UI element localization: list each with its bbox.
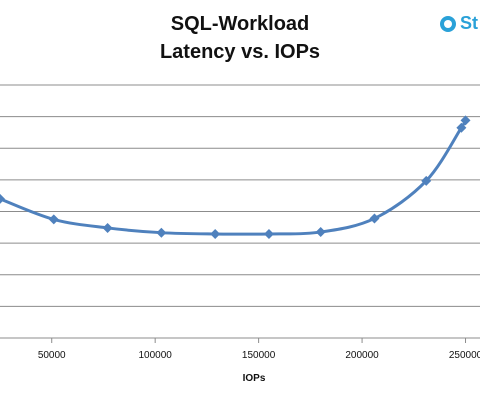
data-point-marker bbox=[456, 122, 467, 133]
data-point-marker bbox=[369, 213, 380, 224]
data-point-marker bbox=[48, 214, 59, 225]
chart-title-line-1: SQL-Workload bbox=[170, 13, 310, 35]
x-tick-label: 200000 bbox=[345, 350, 379, 361]
x-axis: 50000 100000 150000 200000 250000 bbox=[38, 338, 480, 361]
series-layer bbox=[0, 115, 471, 239]
data-point-marker bbox=[460, 115, 471, 126]
x-tick-label: 100000 bbox=[138, 350, 172, 361]
chart-title-line-2: Latency vs. IOPs bbox=[159, 41, 321, 63]
data-point-marker bbox=[315, 227, 326, 238]
logo-text: St bbox=[460, 13, 478, 33]
data-point-marker bbox=[210, 228, 221, 239]
data-point-marker bbox=[0, 193, 5, 204]
x-axis-title: IOPs bbox=[243, 373, 266, 384]
data-point-marker bbox=[263, 228, 274, 239]
series-line bbox=[0, 119, 468, 236]
data-point-marker bbox=[421, 175, 432, 186]
x-tick-label: 150000 bbox=[242, 350, 276, 361]
gridlines bbox=[0, 84, 480, 339]
x-tick-label: 250000 bbox=[449, 350, 480, 361]
x-tick-label: 50000 bbox=[38, 350, 66, 361]
data-point-marker bbox=[156, 227, 167, 238]
brand-logo: St bbox=[440, 13, 478, 34]
data-point-marker bbox=[102, 222, 113, 233]
chart-title: SQL-Workload Latency vs. IOPs bbox=[0, 10, 480, 66]
logo-circle-icon bbox=[440, 15, 456, 32]
